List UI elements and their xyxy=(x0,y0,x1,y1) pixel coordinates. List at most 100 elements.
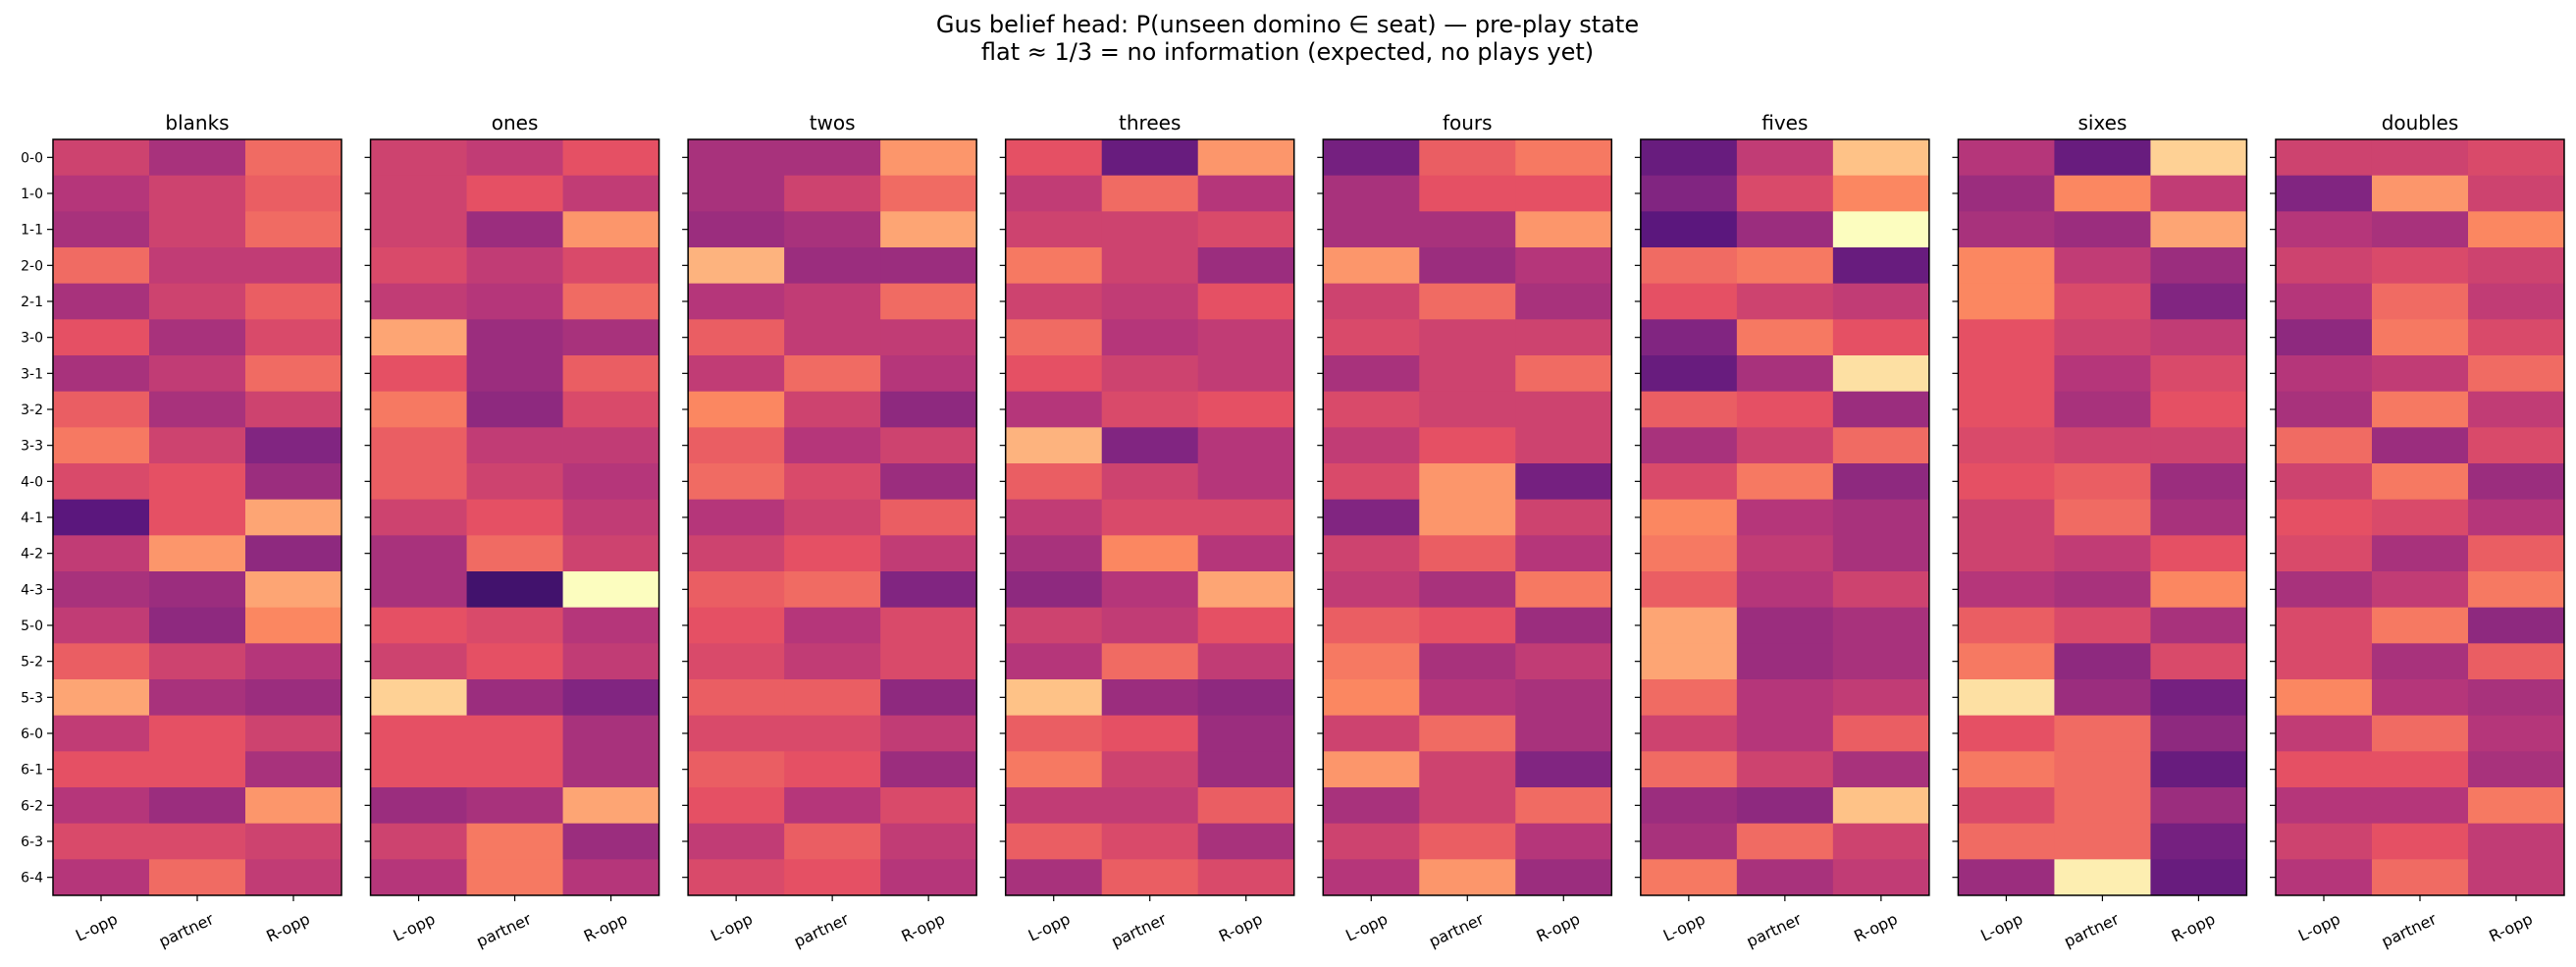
heatmap-cell xyxy=(1640,787,1738,825)
heatmap-cell xyxy=(1323,751,1420,788)
heatmap-cell xyxy=(2467,607,2565,644)
heatmap-cell xyxy=(370,859,467,896)
heatmap-cell xyxy=(1419,751,1516,788)
figure-title-line1: Gus belief head: P(unseen domino ∈ seat)… xyxy=(936,11,1639,38)
heatmap-cell xyxy=(1958,787,2055,825)
heatmap-cell xyxy=(245,751,342,788)
heatmap-cell xyxy=(2467,571,2565,609)
heatmap-cell xyxy=(880,607,977,644)
heatmap-cell xyxy=(2150,211,2247,248)
heatmap-cell xyxy=(1736,751,1834,788)
heatmap-cell xyxy=(53,787,150,825)
heatmap-cell xyxy=(1419,175,1516,212)
heatmap-cell xyxy=(784,139,881,177)
heatmap-cell xyxy=(1832,535,1930,572)
heatmap-cell xyxy=(880,571,977,609)
heatmap-cell xyxy=(688,571,785,609)
heatmap-cell xyxy=(1323,391,1420,428)
heatmap-cell xyxy=(1197,643,1295,680)
heatmap-cell xyxy=(2150,463,2247,501)
heatmap-cell xyxy=(2275,139,2373,177)
y-tick-label: 5-0 xyxy=(21,618,43,634)
heatmap-cell xyxy=(1736,607,1834,644)
heatmap-cell xyxy=(1736,679,1834,717)
heatmap-cell xyxy=(1419,247,1516,285)
heatmap-cell xyxy=(245,139,342,177)
heatmap-cell xyxy=(1515,607,1612,644)
heatmap-cell xyxy=(688,499,785,536)
heatmap-cell xyxy=(466,175,563,212)
heatmap-cell xyxy=(1323,427,1420,464)
heatmap-cell xyxy=(370,643,467,680)
heatmap-cell xyxy=(245,643,342,680)
y-tick-label: 6-3 xyxy=(21,834,43,850)
heatmap-cell xyxy=(370,571,467,609)
heatmap-cell xyxy=(2150,679,2247,717)
heatmap-cell xyxy=(2150,571,2247,609)
y-tick-label: 6-1 xyxy=(21,763,43,779)
heatmap-cell xyxy=(562,283,659,320)
heatmap-cell xyxy=(1515,427,1612,464)
heatmap-cell xyxy=(53,247,150,285)
heatmap-cell xyxy=(1640,571,1738,609)
heatmap-cell xyxy=(1832,823,1930,860)
heatmap-cell xyxy=(245,715,342,752)
heatmap-cell xyxy=(370,283,467,320)
heatmap-cell xyxy=(1515,391,1612,428)
heatmap-cell xyxy=(370,751,467,788)
heatmap-cell xyxy=(1101,391,1199,428)
heatmap-cell xyxy=(1101,427,1199,464)
heatmap-cell xyxy=(1958,607,2055,644)
heatmap-cell xyxy=(2150,499,2247,536)
heatmap-cell xyxy=(2054,319,2151,356)
heatmap-cell xyxy=(1101,643,1199,680)
heatmap-cell xyxy=(688,823,785,860)
heatmap-cell xyxy=(370,139,467,177)
heatmap-cell xyxy=(1640,247,1738,285)
heatmap-cell xyxy=(466,823,563,860)
y-tick-label: 4-1 xyxy=(21,510,43,526)
heatmap-cell xyxy=(688,535,785,572)
heatmap-cell xyxy=(1005,643,1103,680)
heatmap-cell xyxy=(1197,751,1295,788)
heatmap-cell xyxy=(53,175,150,212)
heatmap-cell xyxy=(688,463,785,501)
heatmap-cell xyxy=(1005,607,1103,644)
heatmap-cell xyxy=(880,319,977,356)
heatmap-cell xyxy=(688,427,785,464)
heatmap-cell xyxy=(1197,211,1295,248)
heatmap-cell xyxy=(245,607,342,644)
heatmap-cell xyxy=(1958,643,2055,680)
heatmap-cell xyxy=(1005,139,1103,177)
heatmap-cell xyxy=(149,247,246,285)
heatmap-cell xyxy=(2275,715,2373,752)
heatmap-cell xyxy=(2054,211,2151,248)
heatmap-cell xyxy=(2054,499,2151,536)
heatmap-cell xyxy=(2467,283,2565,320)
heatmap-cell xyxy=(2467,535,2565,572)
heatmap-cell xyxy=(688,319,785,356)
figure-title-line2: flat ≈ 1/3 = no information (expected, n… xyxy=(981,38,1594,66)
heatmap-cell xyxy=(370,535,467,572)
heatmap-cell xyxy=(1323,571,1420,609)
heatmap-cell xyxy=(2467,787,2565,825)
heatmap-cell xyxy=(562,391,659,428)
heatmap-cell xyxy=(53,535,150,572)
heatmap-cell xyxy=(1005,427,1103,464)
heatmap-cell xyxy=(1101,751,1199,788)
heatmap-cell xyxy=(466,355,563,393)
heatmap-cell xyxy=(1419,607,1516,644)
heatmap-cell xyxy=(2054,787,2151,825)
heatmap-cell xyxy=(1736,139,1834,177)
heatmap-cell xyxy=(784,859,881,896)
heatmap-cell xyxy=(1419,319,1516,356)
heatmap-cell xyxy=(1832,211,1930,248)
heatmap-cell xyxy=(1323,211,1420,248)
heatmap-cell xyxy=(880,139,977,177)
heatmap-cell xyxy=(688,751,785,788)
heatmap-cell xyxy=(2371,175,2469,212)
heatmap-cell xyxy=(149,571,246,609)
heatmap-cell xyxy=(1736,535,1834,572)
